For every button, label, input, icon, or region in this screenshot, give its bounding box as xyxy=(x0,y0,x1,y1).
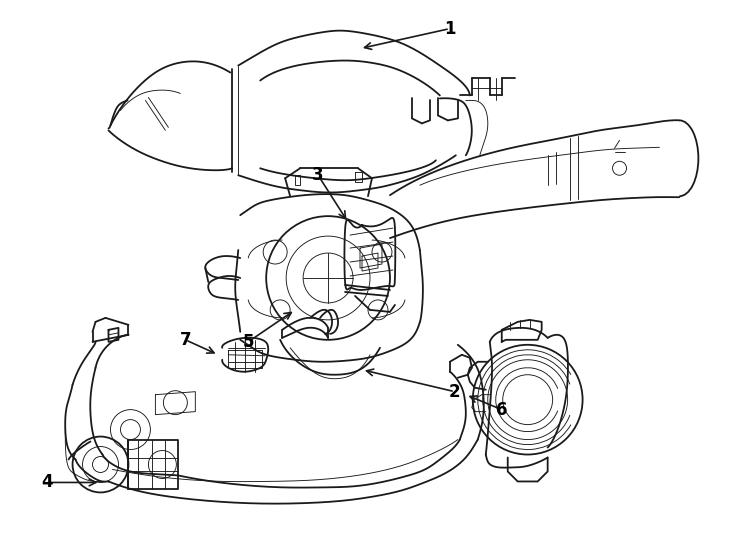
Text: 3: 3 xyxy=(312,166,324,184)
Text: 2: 2 xyxy=(449,383,461,401)
Text: 1: 1 xyxy=(444,19,456,38)
Text: 4: 4 xyxy=(41,474,52,491)
Text: 7: 7 xyxy=(180,331,191,349)
Text: 5: 5 xyxy=(242,333,254,351)
Text: 6: 6 xyxy=(496,401,507,418)
